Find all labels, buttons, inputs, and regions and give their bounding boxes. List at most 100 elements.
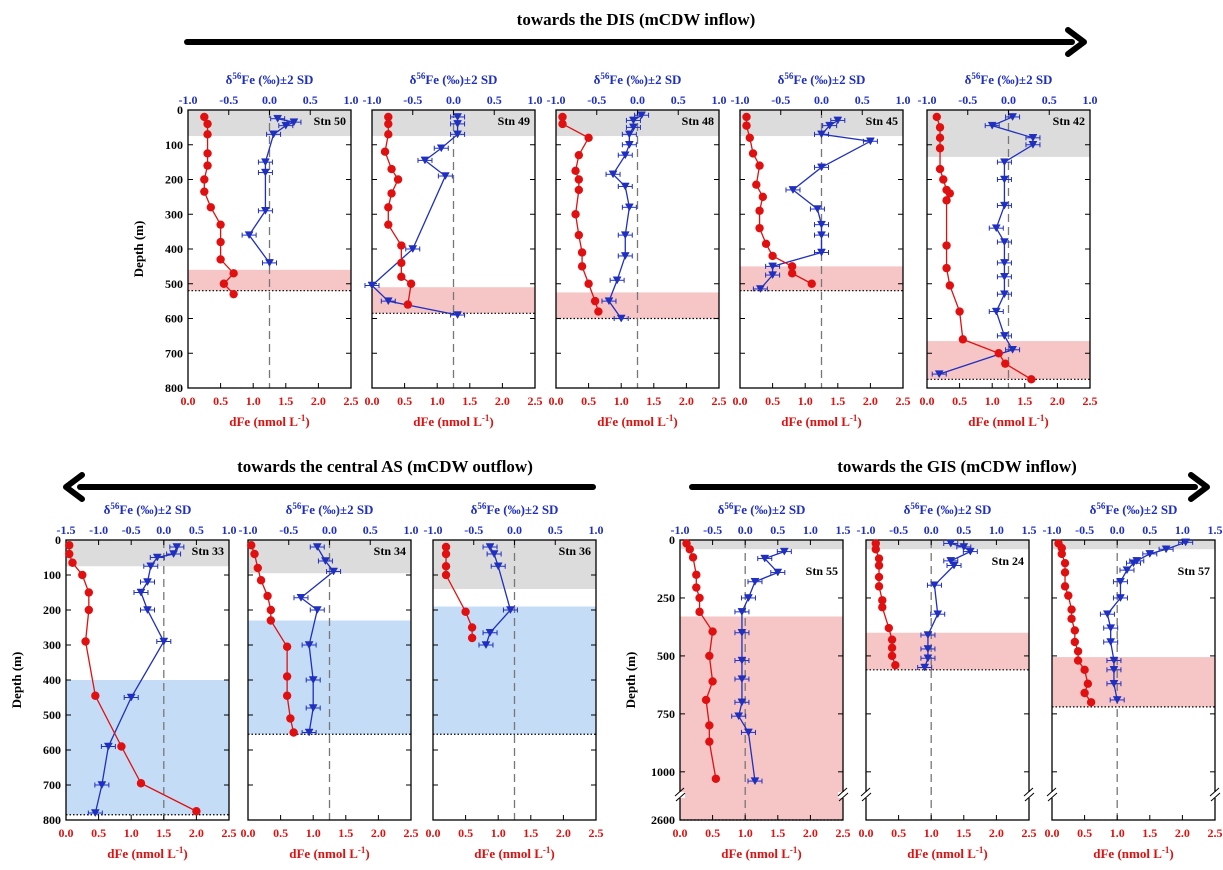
y-tick-label: 100 [43, 568, 61, 582]
surface-band [866, 540, 1029, 550]
x-bottom-tick-label: 0.5 [213, 394, 228, 408]
dfe-point [117, 742, 126, 751]
dfe-point [263, 591, 272, 601]
d56fe-point [1109, 656, 1119, 665]
x-top-tick-label: 0.5 [1042, 93, 1057, 107]
d56fe-point [999, 175, 1009, 184]
axis-break-mark [675, 792, 686, 802]
axis-break-mark [674, 787, 685, 797]
panel-stn-45: 0.0 0.5 1.0 1.5 2.0 2.5 dFe (nmol L-1) -1.0 -0.5… [731, 71, 911, 429]
dfe-point [397, 272, 406, 281]
d56fe-point [624, 203, 634, 212]
x-top-tick-label: -0.5 [403, 93, 422, 107]
y-tick-label: 2600 [651, 813, 675, 827]
x-bottom-tick-label: 1.0 [614, 394, 629, 408]
d56fe-point [817, 231, 826, 240]
dfe-point [1060, 558, 1070, 568]
dfe-point [406, 279, 416, 288]
x-bottom-tick-label: 1.5 [956, 826, 971, 840]
x-top-tick-label: 1.5 [836, 523, 851, 537]
d56fe-point [1028, 134, 1038, 142]
d56fe-point [959, 543, 969, 551]
x-bottom-tick-label: 0.5 [765, 394, 780, 408]
station-label: Stn 42 [1053, 114, 1085, 128]
x-top-tick-label: -1.0 [363, 93, 382, 107]
axis-break-mark [1210, 792, 1221, 802]
d56fe-point [1102, 610, 1112, 619]
dfe-point [685, 545, 694, 554]
dfe-point [81, 637, 90, 646]
dfe-point [807, 279, 816, 288]
d56fe-point [999, 158, 1009, 167]
dfe-point [1060, 568, 1070, 577]
d56fe-point [620, 231, 630, 240]
panel-stn-55: 0 250 500 750 1000 2600 Depth (m) 0.0 0.5 1.0 1.5 2… [623, 501, 851, 861]
y-tick-label: 0 [55, 533, 61, 547]
d56fe-point [608, 170, 618, 179]
dfe-point [932, 112, 941, 122]
dfe-point [441, 562, 451, 571]
y-tick-label: 700 [165, 346, 183, 360]
dfe-point [887, 635, 897, 644]
dfe-point [768, 251, 777, 261]
x-bottom-tick-label: 2.5 [712, 394, 727, 408]
x-top-tick-label: 0.5 [956, 523, 971, 537]
d56fe-point [768, 262, 778, 271]
d56fe-point [620, 252, 630, 260]
x-top-tick-label: 1.5 [1022, 523, 1037, 537]
x-bottom-tick-label: 0.0 [1045, 826, 1060, 840]
x-bottom-axis-label: dFe (nmol L-1) [597, 413, 677, 429]
x-bottom-tick-label: 1.0 [1110, 826, 1125, 840]
x-bottom-tick-label: 1.0 [306, 826, 321, 840]
x-bottom-tick-label: 2.0 [371, 826, 386, 840]
dfe-point [884, 623, 894, 633]
dfe-point [705, 737, 714, 746]
x-bottom-tick-label: 2.0 [189, 826, 204, 840]
y-tick-label: 300 [165, 207, 183, 221]
bottom-water-band [1052, 657, 1215, 707]
x-bottom-tick-label: 2.5 [1208, 826, 1223, 840]
x-bottom-tick-label: 1.0 [924, 826, 939, 840]
x-top-tick-label: 1.0 [1083, 93, 1098, 107]
x-top-tick-label: -0.5 [703, 523, 722, 537]
dfe-point [558, 112, 567, 122]
y-tick-label: 600 [43, 743, 61, 757]
dfe-point [266, 616, 276, 625]
dfe-point [1067, 614, 1076, 624]
x-top-axis-label: δ56Fe (‰)±2 SD [594, 71, 682, 87]
dfe-point [752, 180, 761, 189]
d56fe-point [620, 151, 630, 160]
dfe-point [708, 677, 717, 686]
axis-break-gap [861, 792, 871, 798]
x-bottom-tick-label: 0.0 [549, 394, 564, 408]
plot-frame [679, 539, 844, 821]
d56fe-point [312, 543, 322, 552]
dfe-point [203, 130, 212, 139]
x-top-axis-label: δ56Fe (‰)±2 SD [104, 501, 192, 517]
axis-break-gap [1047, 792, 1057, 798]
axis-break-mark [860, 787, 871, 797]
dfe-point [65, 549, 74, 559]
x-top-tick-label: 0.0 [630, 93, 645, 107]
x-bottom-axis-label: dFe (nmol L-1) [907, 845, 987, 861]
x-bottom-tick-label: 0.5 [705, 826, 720, 840]
d56fe-point [453, 113, 463, 121]
d56fe-point [923, 645, 933, 653]
y-tick-label: 200 [165, 173, 183, 187]
x-top-axis-label: δ56Fe (‰)±2 SD [471, 501, 559, 517]
x-bottom-tick-label: 2.5 [1022, 826, 1037, 840]
axis-break-mark [1047, 792, 1058, 802]
panel-stn-42: 0.0 0.5 1.0 1.5 2.0 2.5 dFe (nmol L-1) -1.0 -0.5… [918, 71, 1098, 429]
dfe-point [935, 164, 945, 174]
dfe-point [282, 691, 292, 700]
d56fe-series-line [371, 116, 459, 316]
d56fe-point [817, 220, 826, 229]
arrow-title-gis: towards the GIS (mCDW inflow) [837, 457, 1077, 476]
plot-frame [1051, 539, 1216, 821]
y-tick-label: 500 [43, 708, 61, 722]
y-tick-label: 400 [165, 242, 183, 256]
d56fe-point [1106, 638, 1116, 647]
d56fe-point [817, 163, 826, 172]
x-bottom-tick-label: 1.5 [156, 826, 171, 840]
dfe-point [192, 807, 201, 816]
